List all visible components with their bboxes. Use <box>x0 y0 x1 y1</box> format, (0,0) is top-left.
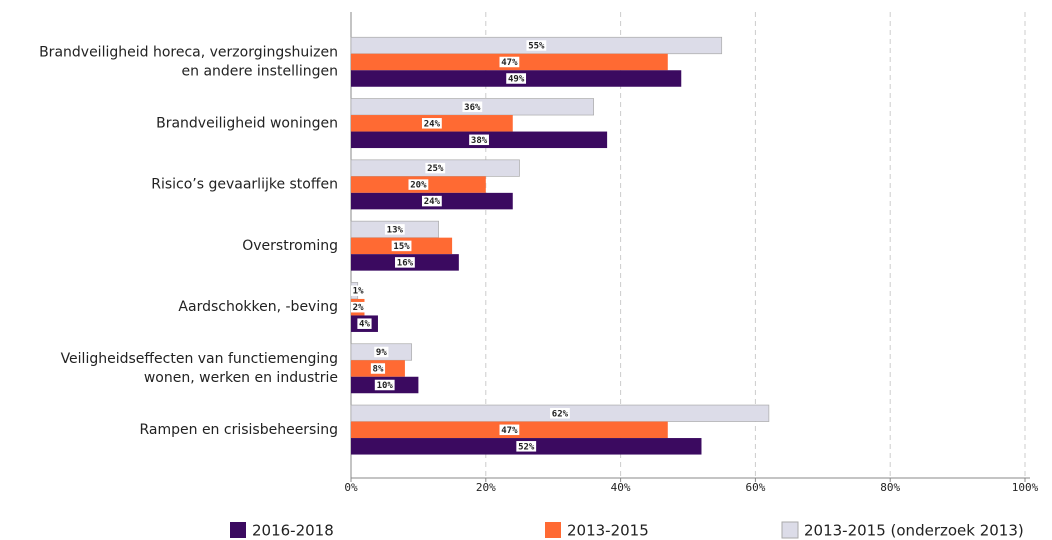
value-label: 20% <box>410 181 427 191</box>
value-label: 55% <box>528 42 545 52</box>
value-label-bg <box>408 179 429 190</box>
value-label-bg <box>499 56 520 68</box>
category-label: wonen, werken en industrie <box>144 370 338 386</box>
value-label: 8% <box>373 365 384 375</box>
category-label: Aardschokken, -beving <box>178 299 338 315</box>
value-label: 62% <box>552 409 569 419</box>
x-tick-label: 20% <box>476 481 496 494</box>
value-label-bg <box>550 408 570 419</box>
category-label: Overstroming <box>242 238 338 254</box>
value-label-bg <box>351 285 366 296</box>
legend-swatch <box>781 521 799 539</box>
value-label-bg <box>469 134 489 146</box>
category-label: Rampen en crisisbeheersing <box>139 422 338 438</box>
value-label-bg <box>395 257 415 268</box>
value-label: 2% <box>353 303 364 313</box>
value-label: 4% <box>359 320 370 330</box>
category-label: Brandveiligheid woningen <box>156 115 338 131</box>
x-tick-label: 0% <box>344 481 358 494</box>
x-tick-label: 40% <box>611 481 631 494</box>
value-label: 24% <box>424 119 441 129</box>
value-label-bg <box>391 240 412 252</box>
category-label: en andere instellingen <box>182 64 338 80</box>
value-label-bg <box>374 379 395 391</box>
category-label: Veiligheidseffecten van functiemenging <box>61 351 338 367</box>
legend-label: 2013-2015 (onderzoek 2013) <box>804 522 1024 540</box>
value-label: 9% <box>376 348 387 358</box>
value-label: 24% <box>424 197 441 207</box>
value-label-bg <box>421 118 442 129</box>
value-label: 49% <box>508 75 525 85</box>
value-label: 10% <box>377 381 394 391</box>
value-label-bg <box>516 441 537 452</box>
value-label: 47% <box>501 426 518 436</box>
legend-swatch <box>545 522 561 538</box>
value-label: 36% <box>464 103 481 113</box>
value-label-bg <box>499 424 520 436</box>
value-label: 52% <box>518 442 535 452</box>
value-label-bg <box>462 101 483 113</box>
x-tick-label: 60% <box>745 481 765 494</box>
value-label: 15% <box>393 242 410 252</box>
value-label: 1% <box>353 287 364 297</box>
value-label-bg <box>526 40 547 51</box>
category-label: Brandveiligheid horeca, verzorgingshuize… <box>39 45 338 61</box>
legend-label: 2016-2018 <box>252 522 334 540</box>
value-label-bg <box>357 318 372 329</box>
value-label: 38% <box>471 136 488 146</box>
x-tick-label: 80% <box>880 481 900 494</box>
x-tick-label: 100% <box>1012 481 1039 494</box>
value-label-bg <box>370 363 386 374</box>
legend-swatch <box>230 522 246 538</box>
value-label-bg <box>421 195 442 207</box>
value-label: 47% <box>501 58 518 68</box>
category-label: Risico’s gevaarlijke stoffen <box>151 177 338 193</box>
value-label-bg <box>384 224 405 235</box>
value-label: 13% <box>387 225 404 235</box>
value-label-bg <box>506 73 527 84</box>
legend-label: 2013-2015 <box>567 522 649 540</box>
value-label: 25% <box>427 164 444 174</box>
value-label-bg <box>351 301 366 313</box>
value-label-bg <box>425 162 446 174</box>
value-label-bg <box>374 346 389 358</box>
value-label: 16% <box>397 258 414 268</box>
